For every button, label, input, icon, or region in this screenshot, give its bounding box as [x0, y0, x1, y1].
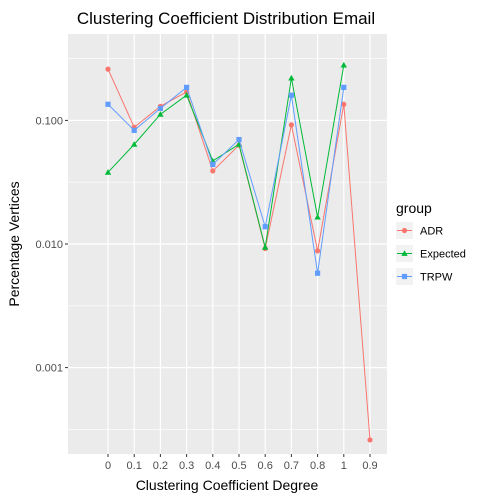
legend: group ADR Expected TRPW	[396, 200, 466, 285]
data-point	[288, 122, 294, 128]
x-tick-label: 0.8	[310, 460, 325, 472]
y-tick-label: 0.100	[35, 115, 63, 127]
data-point	[288, 92, 294, 98]
x-tick-label: 0.3	[179, 460, 194, 472]
x-tick-label: 0.6	[258, 460, 273, 472]
data-point	[157, 105, 163, 112]
axes: 0.100 0.010 0.001 0 0.1 0.2 0.3 0.4 0.5 0.6 0.7 0.8…	[35, 115, 377, 472]
legend-label: TRPW	[420, 272, 453, 284]
data-point	[183, 91, 190, 98]
x-tick-label: 0.5	[231, 460, 246, 472]
data-point	[210, 161, 216, 168]
y-axis-title: Percentage Vertices	[6, 181, 22, 306]
data-point	[340, 61, 347, 68]
data-point	[104, 169, 112, 175]
x-tick-label: 0.4	[205, 460, 220, 472]
data-point	[341, 101, 347, 107]
data-point	[262, 244, 269, 250]
data-point	[157, 111, 164, 117]
data-point	[184, 84, 190, 90]
legend-key-marker	[401, 227, 408, 234]
data-point	[210, 168, 216, 174]
x-tick-label: 0.2	[153, 460, 168, 472]
y-tick-label: 0.001	[35, 363, 63, 375]
x-tick-label: 0.1	[127, 460, 142, 472]
x-tick-label: 0	[105, 460, 111, 472]
legend-item: ADR	[396, 222, 443, 239]
legend-item: TRPW	[396, 268, 453, 285]
data-point	[131, 127, 137, 133]
y-tick-label: 0.010	[35, 239, 63, 251]
legend-key-marker	[401, 250, 408, 256]
data-point	[236, 136, 242, 143]
data-point	[315, 270, 321, 276]
chart-title: Clustering Coefficient Distribution Emai…	[77, 9, 375, 28]
legend-label: Expected	[420, 249, 466, 261]
data-point	[105, 101, 111, 107]
legend-key-marker	[401, 273, 408, 280]
data-point	[288, 74, 295, 81]
x-tick-label: 1	[341, 460, 347, 472]
data-point	[314, 213, 321, 220]
data-point	[315, 248, 321, 254]
data-point	[341, 84, 347, 90]
series-layer	[104, 61, 373, 443]
data-point	[262, 224, 268, 230]
x-tick-label: 0.9	[362, 460, 377, 472]
data-point	[131, 141, 138, 147]
data-point	[367, 437, 373, 443]
data-point	[105, 66, 111, 72]
x-tick-label: 0.7	[284, 460, 299, 472]
legend-item: Expected	[396, 245, 466, 262]
series-trpw	[105, 84, 347, 276]
series-line	[107, 86, 345, 274]
x-axis-title: Clustering Coefficient Degree	[136, 477, 319, 493]
legend-label: ADR	[420, 226, 443, 238]
legend-title: group	[396, 200, 432, 216]
